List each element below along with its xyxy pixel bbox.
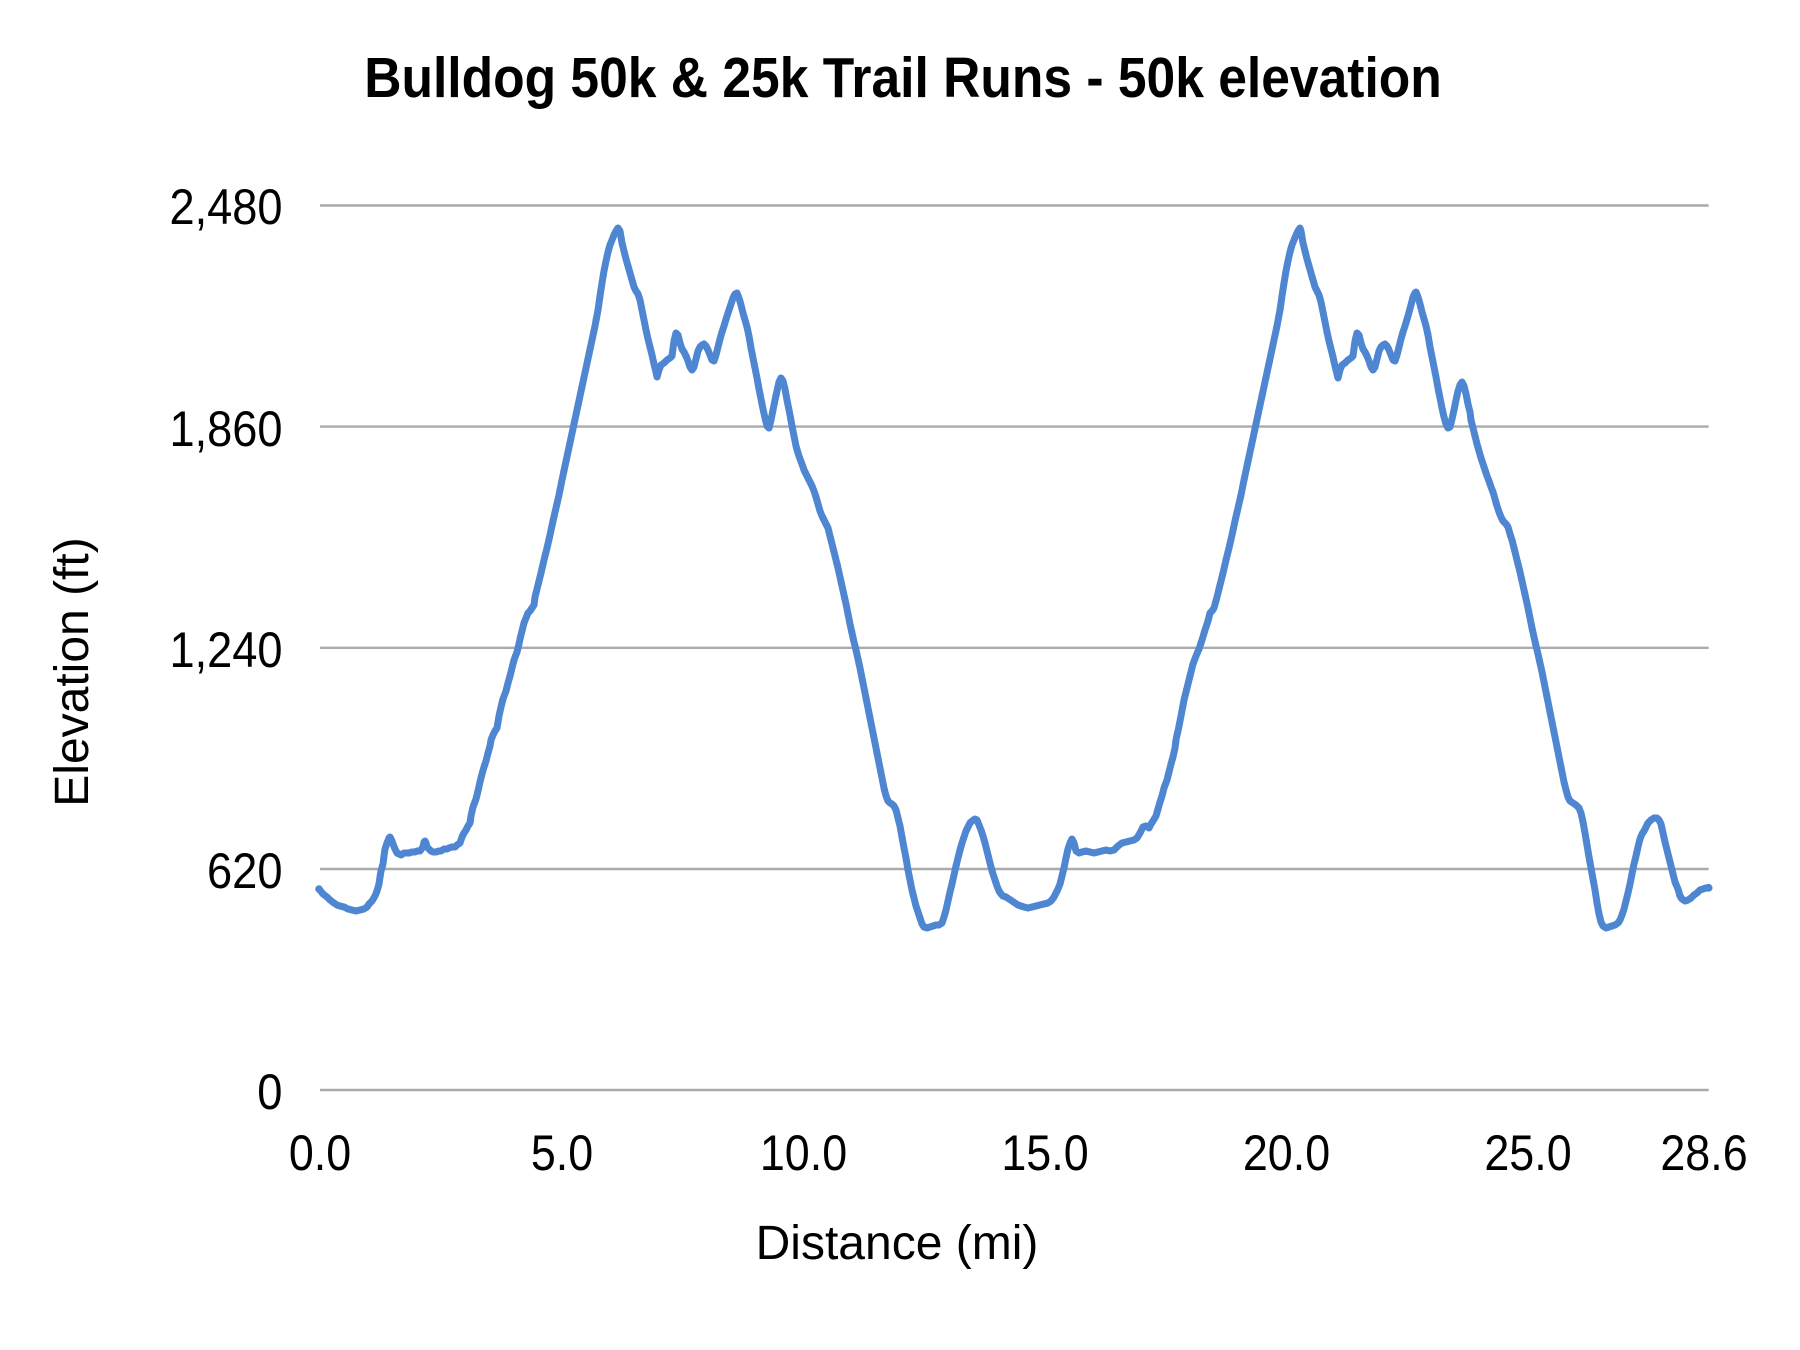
svg-text:Distance (mi): Distance (mi): [756, 1217, 1039, 1270]
svg-text:5.0: 5.0: [531, 1125, 593, 1181]
svg-text:1,240: 1,240: [170, 622, 283, 678]
svg-text:1,860: 1,860: [170, 401, 283, 457]
svg-text:Elevation (ft): Elevation (ft): [46, 537, 99, 806]
svg-text:25.0: 25.0: [1484, 1125, 1571, 1181]
svg-text:20.0: 20.0: [1243, 1125, 1330, 1181]
svg-text:Bulldog 50k & 25k Trail Runs -: Bulldog 50k & 25k Trail Runs - 50k eleva…: [364, 46, 1442, 110]
svg-text:10.0: 10.0: [760, 1125, 847, 1181]
svg-text:620: 620: [207, 843, 283, 899]
svg-text:2,480: 2,480: [170, 179, 283, 235]
svg-text:0.0: 0.0: [289, 1125, 351, 1181]
svg-text:15.0: 15.0: [1001, 1125, 1088, 1181]
svg-text:28.6: 28.6: [1660, 1125, 1747, 1181]
svg-text:0: 0: [257, 1064, 282, 1120]
